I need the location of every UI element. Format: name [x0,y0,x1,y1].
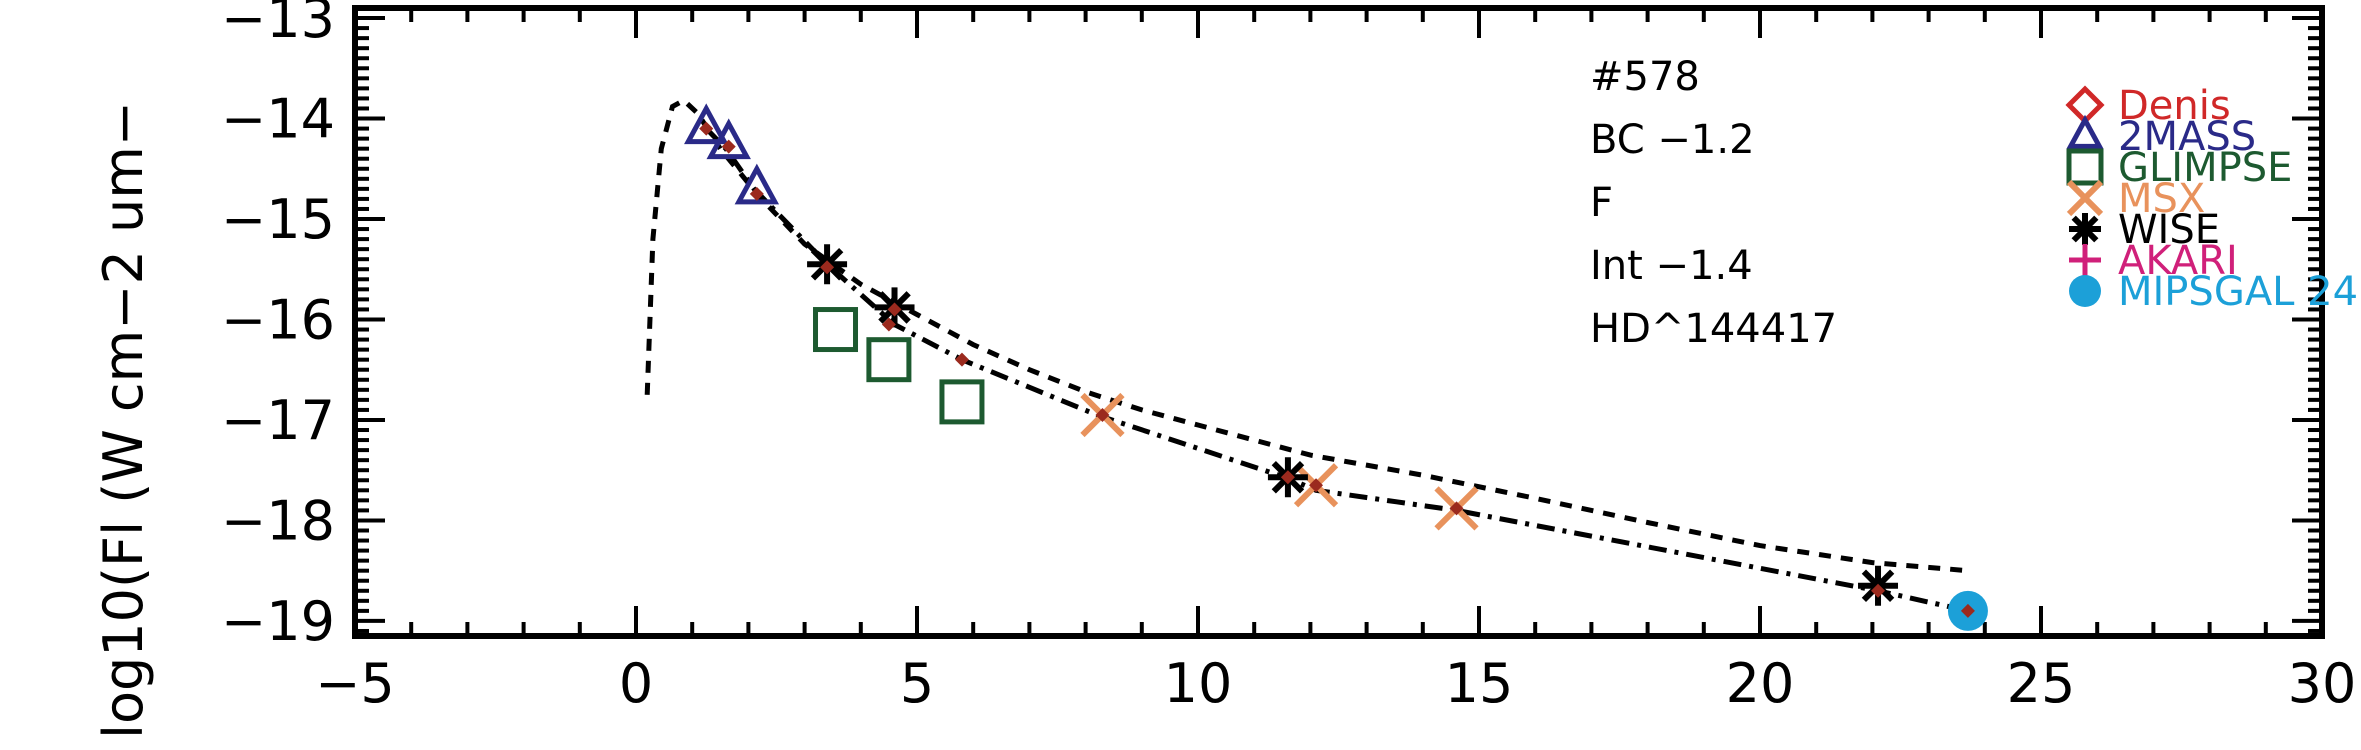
model-point [749,186,764,201]
x-tick-label: 0 [619,652,653,715]
legend-marker-mipsgal-24 [2069,275,2101,307]
data-point-2mass [684,103,729,145]
model-point [1280,470,1295,485]
model-point [1309,478,1324,493]
annotation-line: BC −1.2 [1590,117,1755,163]
y-tick-label: −17 [221,389,335,452]
x-tick-label: 25 [2007,652,2076,715]
legend-label: Denis [2118,83,2231,129]
y-axis-label: log10(Fl (W cm−2 um− [92,101,155,739]
model-point [881,317,896,332]
legend-marker-glimpse [2066,148,2104,186]
x-tick-label: −5 [315,652,395,715]
data-point-glimpse [939,379,985,425]
y-tick-label: −13 [221,0,335,50]
model-curve-dashdot [704,126,1969,614]
legend-marker-akari [2069,244,2101,276]
model-point [887,302,902,317]
legend-label: GLIMPSE [2118,145,2292,191]
data-point-glimpse [813,307,859,353]
model-point [1871,583,1886,598]
legend-marker-2mass [2066,114,2104,149]
data-point-glimpse [866,337,912,383]
y-tick-label: −19 [221,590,335,653]
x-tick-label: 15 [1445,652,1514,715]
annotation-line: F [1590,180,1613,226]
model-point [1449,501,1464,516]
legend-label: WISE [2118,207,2220,253]
model-curves [644,97,1969,614]
y-tick-label: −14 [221,88,335,151]
data-point-2mass [706,118,751,160]
legend-label: MIPSGAL 24 [2118,269,2358,315]
model-point [699,121,714,136]
data-point-2mass [734,163,780,205]
x-tick-label: 30 [2288,652,2357,715]
legend-marker-msx [2066,179,2104,217]
plot-frame [352,5,2325,639]
model-point [1960,603,1975,618]
x-tick-label: 10 [1164,652,1233,715]
model-points [699,121,1975,618]
annotation-line: Int −1.4 [1590,243,1753,289]
x-tick-label: 5 [900,652,934,715]
y-tick-label: −16 [221,288,335,351]
model-point [820,260,835,275]
annotations: #578 BC −1.2 F Int −1.4 HD^144417 [1590,54,1837,352]
model-point [1095,407,1110,422]
legend-marker-wise [2069,213,2101,245]
model-point [721,139,736,154]
legend-label: MSX [2118,176,2205,222]
annotation-line: #578 [1590,54,1700,100]
annotation-line: HD^144417 [1590,306,1837,352]
x-tick-label: 20 [1726,652,1795,715]
y-tick-label: −18 [221,489,335,552]
legend-label: AKARI [2118,238,2238,284]
y-tick-label: −15 [221,188,335,251]
legend-label: 2MASS [2118,114,2256,160]
model-point [954,352,969,367]
data-points [684,103,1988,631]
axes: −5 0 5 10 15 20 25 30 −19 −18 −17 −16 −15 −14 −13 [221,0,2356,715]
